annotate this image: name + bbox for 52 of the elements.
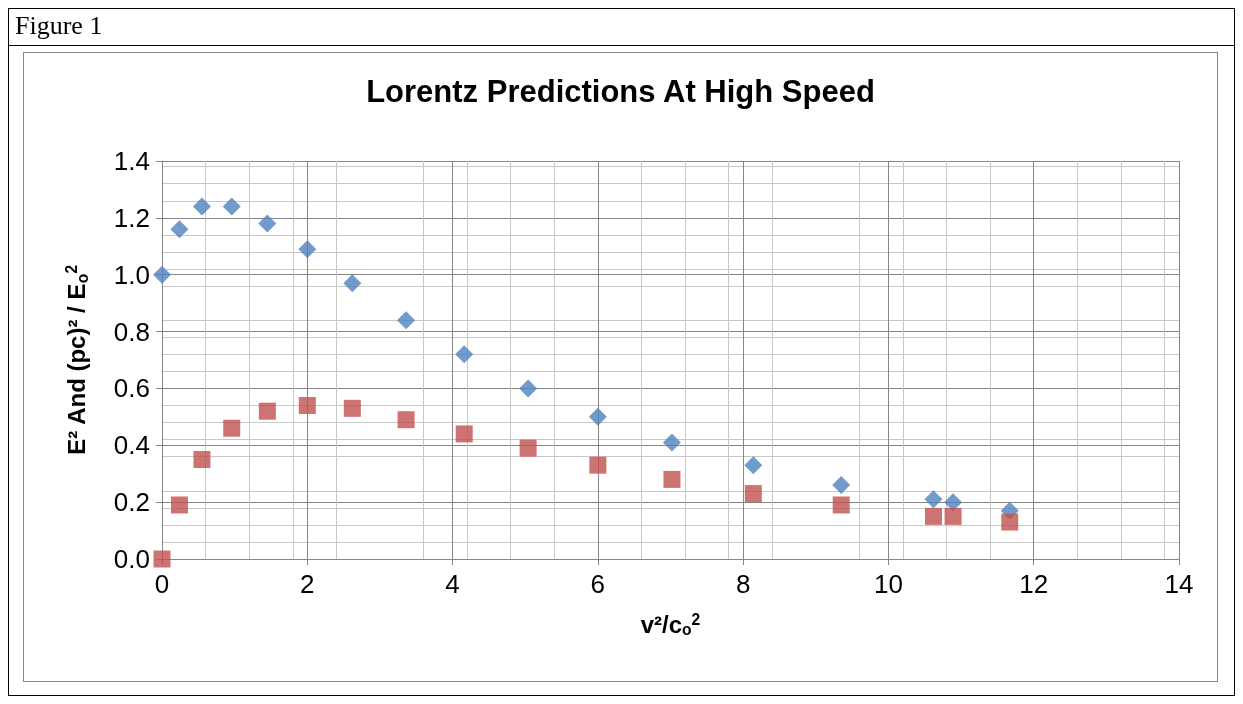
x-tick-label: 6 [590,569,606,599]
point [944,507,962,525]
point [343,399,361,417]
point [192,197,211,216]
y-tick-label: 0.8 [113,316,150,347]
x-tick-label: 12 [1019,569,1049,599]
point [343,274,362,293]
y-tick-label: 1.0 [113,259,150,290]
point [663,470,681,488]
y-tick-label: 1.4 [113,146,150,176]
point [924,507,942,525]
y-axis-title: E² And (pc)² / Eo2 [62,264,91,455]
y-tick-label: 0.6 [113,373,150,404]
point [258,214,277,233]
chart-title: Lorentz Predictions At High Speed [366,74,875,109]
y-tick-label: 0.2 [113,487,150,518]
x-tick-label: 4 [445,569,460,599]
point [455,345,474,364]
point [744,485,762,503]
x-tick-label: 0 [154,569,170,599]
point [223,419,241,437]
y-tick-label: 0.0 [113,544,150,574]
point [519,379,538,398]
point [258,402,276,420]
x-tick-label: 10 [873,569,903,599]
point [744,456,763,475]
point [298,240,317,259]
y-tick-label: 1.2 [113,202,150,233]
x-axis-title: v²/co2 [640,610,701,639]
point [519,439,537,457]
point [588,407,607,426]
x-tick-label: 8 [735,569,751,599]
point [153,550,171,568]
point [222,197,241,216]
point [298,396,316,414]
point [832,476,851,495]
point [397,411,415,429]
point [170,496,188,514]
x-tick-label: 2 [300,569,315,599]
point [832,496,850,514]
y-tick-label: 0.4 [113,430,150,461]
point [193,451,211,468]
point [662,433,681,452]
x-tick-label: 14 [1164,569,1194,599]
point [924,490,943,509]
caption: Figure 1 [15,11,103,40]
point [397,311,416,330]
point [589,456,607,474]
point [170,220,189,239]
point [153,265,171,284]
point [1001,513,1019,531]
point [455,425,473,443]
